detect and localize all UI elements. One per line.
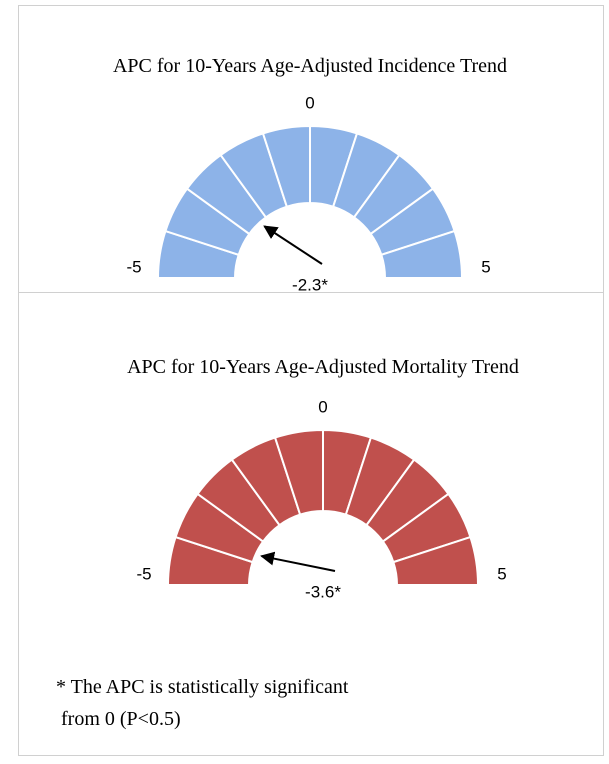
value-label: -2.3* [292,275,328,294]
tick-label: -5 [136,564,151,583]
tick-label: 5 [497,564,506,583]
frame [18,5,604,756]
pointer [260,551,336,572]
footnote: * The APC is statistically significant [56,676,349,698]
gauge-segment [392,535,480,586]
value-label: -3.6* [305,582,341,601]
chart-title: APC for 10-Years Age-Adjusted Incidence … [113,55,507,77]
tick-label: 5 [481,257,490,276]
chart-title: APC for 10-Years Age-Adjusted Mortality … [127,356,519,378]
tick-label: -5 [126,257,141,276]
tick-label: 0 [318,397,327,416]
pointer [263,225,323,265]
footnote: from 0 (P<0.5) [56,708,181,730]
gauge-segment [380,229,464,279]
tick-label: 0 [305,93,314,112]
